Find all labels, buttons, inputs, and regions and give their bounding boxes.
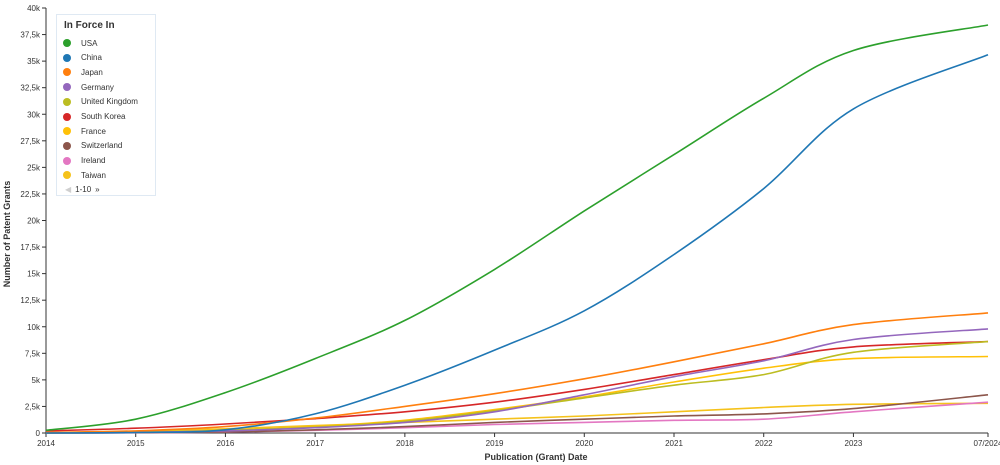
legend-dot-icon bbox=[63, 83, 71, 92]
legend-label: Ireland bbox=[81, 156, 106, 166]
legend-label: Germany bbox=[81, 82, 114, 92]
legend-item[interactable]: Japan bbox=[63, 66, 103, 78]
series-line-switzerland[interactable] bbox=[45, 394, 989, 434]
legend-dot-icon bbox=[63, 112, 71, 121]
y-tick-label: 7,5k bbox=[25, 349, 41, 358]
x-tick-label: 07/2024 bbox=[974, 439, 1000, 448]
x-tick-label: 2014 bbox=[37, 439, 55, 448]
y-tick-label: 37,5k bbox=[20, 31, 41, 40]
legend-item[interactable]: Germany bbox=[63, 81, 114, 93]
legend-pager: ◀ 1-10 » bbox=[65, 185, 100, 194]
y-tick-label: 40k bbox=[27, 4, 41, 13]
legend-label: United Kingdom bbox=[81, 97, 138, 107]
x-tick-label: 2021 bbox=[665, 439, 683, 448]
legend-dot-icon bbox=[63, 39, 71, 47]
x-axis-label: Publication (Grant) Date bbox=[484, 452, 587, 462]
series-line-usa[interactable] bbox=[45, 24, 989, 432]
legend-item[interactable]: USA bbox=[63, 37, 97, 49]
x-tick-label: 2018 bbox=[396, 439, 414, 448]
y-tick-label: 10k bbox=[27, 323, 41, 332]
y-tick-label: 35k bbox=[27, 57, 41, 66]
legend-title: In Force In bbox=[64, 20, 115, 31]
legend-item[interactable]: Taiwan bbox=[63, 169, 106, 181]
y-tick-label: 27,5k bbox=[20, 137, 41, 146]
legend-label: Taiwan bbox=[81, 170, 106, 180]
legend-item[interactable]: China bbox=[63, 52, 102, 64]
y-tick-label: 30k bbox=[27, 110, 41, 119]
legend-item[interactable]: United Kingdom bbox=[63, 96, 138, 108]
y-tick-label: 0 bbox=[36, 429, 41, 438]
legend-dot-icon bbox=[63, 97, 71, 106]
series-lines bbox=[45, 24, 989, 434]
y-tick-label: 12,5k bbox=[20, 296, 41, 305]
series-line-taiwan[interactable] bbox=[45, 402, 989, 434]
legend-label: USA bbox=[81, 38, 98, 48]
legend-item[interactable]: Switzerland bbox=[63, 140, 122, 152]
x-tick-label: 2016 bbox=[217, 439, 235, 448]
legend-label: Japan bbox=[81, 67, 103, 77]
y-axis-label: Number of Patent Grants bbox=[2, 181, 12, 288]
x-tick-label: 2023 bbox=[845, 439, 863, 448]
y-axis: 0 2,5k 5k 7,5k 10k 12,5k 15k 17,5k 20k 22,5k 25k 27… bbox=[20, 4, 47, 438]
y-tick-label: 15k bbox=[27, 270, 41, 279]
legend-dot-icon bbox=[63, 156, 71, 165]
y-tick-label: 5k bbox=[32, 376, 41, 385]
legend-label: France bbox=[81, 126, 106, 136]
x-tick-label: 2022 bbox=[755, 439, 773, 448]
series-line-united-kingdom[interactable] bbox=[45, 340, 989, 434]
x-tick-label: 2017 bbox=[306, 439, 324, 448]
legend-dot-icon bbox=[63, 68, 71, 77]
x-tick-label: 2015 bbox=[127, 439, 145, 448]
legend-label: China bbox=[81, 53, 102, 63]
y-tick-label: 32,5k bbox=[20, 84, 41, 93]
legend-label: South Korea bbox=[81, 112, 126, 121]
legend-label: Switzerland bbox=[81, 141, 123, 151]
pager-next-icon[interactable]: » bbox=[95, 185, 100, 194]
legend-item[interactable]: South Korea bbox=[63, 111, 125, 123]
legend-item[interactable]: Ireland bbox=[63, 155, 105, 167]
y-tick-label: 22,5k bbox=[20, 190, 41, 199]
legend-item[interactable]: France bbox=[63, 125, 106, 137]
pager-label: 1-10 bbox=[75, 185, 92, 194]
y-tick-label: 2,5k bbox=[25, 402, 41, 411]
y-tick-label: 20k bbox=[27, 217, 41, 226]
legend-dot-icon bbox=[63, 171, 71, 180]
x-tick-label: 2019 bbox=[486, 439, 504, 448]
y-tick-label: 25k bbox=[27, 163, 41, 172]
x-tick-label: 2020 bbox=[575, 439, 593, 448]
legend-dot-icon bbox=[63, 141, 71, 150]
pager-prev-icon[interactable]: ◀ bbox=[65, 185, 72, 194]
series-line-south-korea[interactable] bbox=[45, 340, 989, 432]
legend-dot-icon bbox=[63, 53, 71, 62]
x-axis: 2014 2015 2016 2017 2018 2019 2020 2021 2022 2023… bbox=[37, 432, 1000, 448]
series-line-japan[interactable] bbox=[45, 312, 989, 434]
y-tick-label: 17,5k bbox=[20, 243, 41, 252]
series-line-china[interactable] bbox=[45, 54, 989, 434]
legend-dot-icon bbox=[63, 127, 71, 136]
series-line-germany[interactable] bbox=[45, 328, 989, 434]
legend: In Force In USA China Japan Germany United K… bbox=[56, 14, 156, 196]
